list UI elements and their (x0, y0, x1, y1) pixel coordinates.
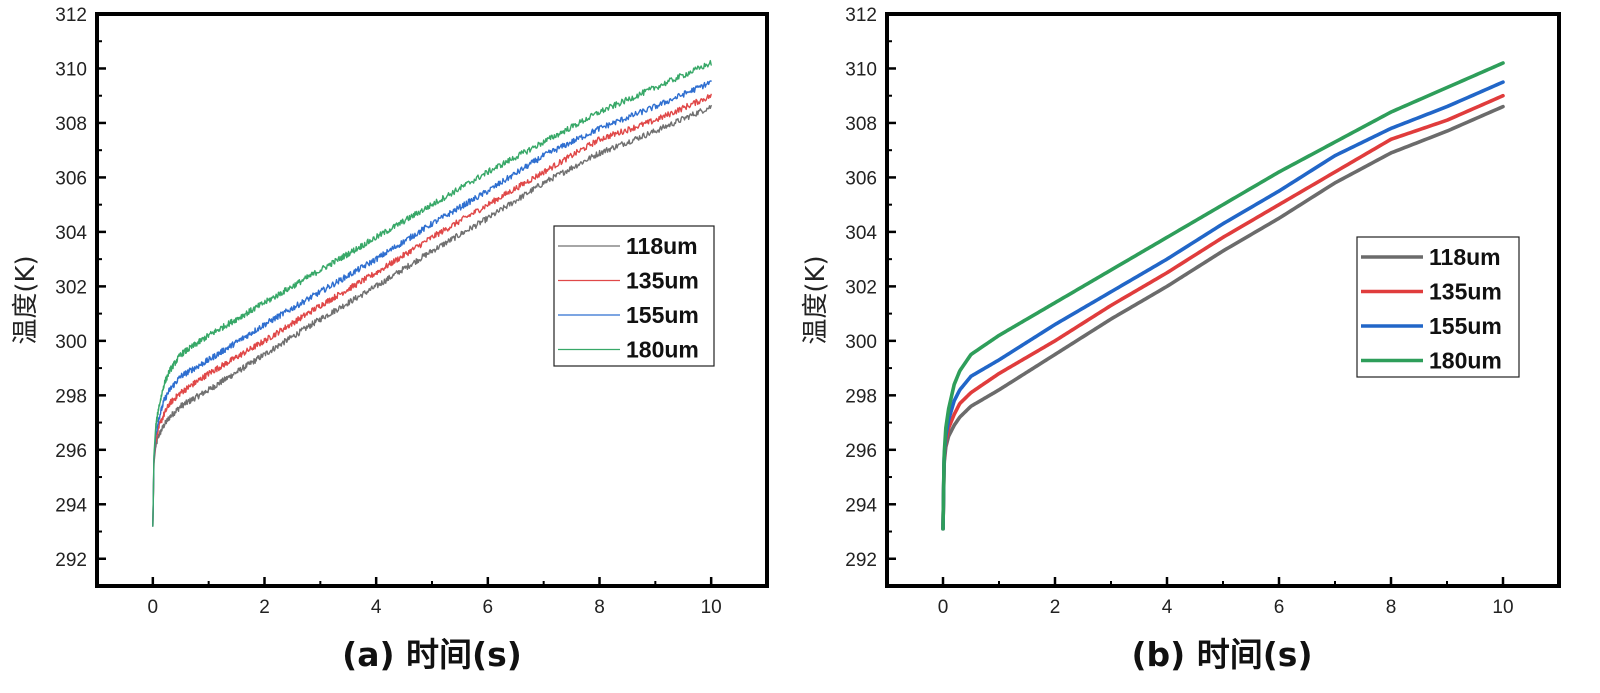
chart-panel-b: 292 294 296 298 300 302 304 306 308 310 312 0 2 4 6 8 10… (801, 5, 1561, 674)
legend: 118um 135um 155um 180um (553, 225, 715, 367)
y-tick-label: 292 (55, 550, 87, 571)
x-tick-label: 2 (259, 597, 270, 618)
legend-box (1356, 236, 1520, 378)
y-tick-label: 308 (845, 114, 877, 135)
x-tick-label: 4 (1162, 597, 1173, 618)
legend-label: 155um (1429, 313, 1502, 339)
x-tick-label: 2 (1050, 597, 1061, 618)
y-tick-label: 300 (845, 332, 877, 353)
x-tick-label: 8 (1386, 597, 1397, 618)
y-tick-label: 308 (55, 114, 87, 135)
y-tick-label: 310 (55, 59, 87, 80)
legend-label: 118um (626, 233, 698, 259)
y-tick-label: 310 (845, 59, 877, 80)
y-tick-label: 294 (55, 495, 87, 516)
y-tick-label: 298 (55, 386, 87, 407)
x-tick-label: 0 (938, 597, 949, 618)
y-tick-label: 296 (845, 441, 877, 462)
series-line-118um (152, 104, 712, 527)
series-line-135um (941, 93, 1505, 531)
panel-caption: (b) 时间(s) (1131, 635, 1312, 674)
y-tick-label: 306 (845, 168, 877, 189)
x-tick-label: 10 (701, 597, 722, 618)
x-tick-label: 8 (594, 597, 605, 618)
x-tick-label: 10 (1492, 597, 1513, 618)
y-tick-label: 302 (845, 277, 877, 298)
series-line-155um (941, 80, 1505, 531)
series-line-135um (152, 93, 712, 527)
y-axis-label: 温度(K) (11, 255, 41, 344)
y-tick-label: 302 (55, 277, 87, 298)
series-line-180um (152, 59, 712, 527)
legend-label: 135um (626, 268, 699, 294)
x-tick-label: 6 (483, 597, 494, 618)
y-tick-label: 306 (55, 168, 87, 189)
legend: 118um 135um 155um 180um (1356, 236, 1520, 378)
y-tick-label: 292 (845, 550, 877, 571)
legend-label: 135um (1429, 279, 1502, 305)
legend-label: 180um (626, 337, 699, 363)
series-line-180um (941, 61, 1505, 531)
y-tick-label: 304 (845, 223, 877, 244)
y-tick-label: 312 (845, 5, 877, 26)
y-tick-label: 300 (55, 332, 87, 353)
y-tick-label: 298 (845, 386, 877, 407)
legend-box (553, 225, 715, 367)
legend-label: 180um (1429, 348, 1502, 374)
legend-label: 155um (626, 302, 699, 328)
y-axis-label: 温度(K) (801, 255, 831, 344)
x-tick-label: 6 (1274, 597, 1285, 618)
y-tick-label: 294 (845, 495, 877, 516)
x-tick-label: 4 (371, 597, 382, 618)
y-tick-label: 304 (55, 223, 87, 244)
panel-caption: (a) 时间(s) (342, 635, 522, 674)
series-group (152, 59, 712, 527)
series-line-118um (941, 104, 1505, 531)
y-tick-label: 296 (55, 441, 87, 462)
chart-panel-a: 292 294 296 298 300 302 304 306 308 310 312 0 2 4 6 8 10… (11, 5, 769, 674)
y-tick-label: 312 (55, 5, 87, 26)
x-tick-label: 0 (148, 597, 159, 618)
series-group (941, 61, 1505, 531)
series-line-155um (152, 80, 712, 527)
legend-label: 118um (1429, 244, 1501, 270)
